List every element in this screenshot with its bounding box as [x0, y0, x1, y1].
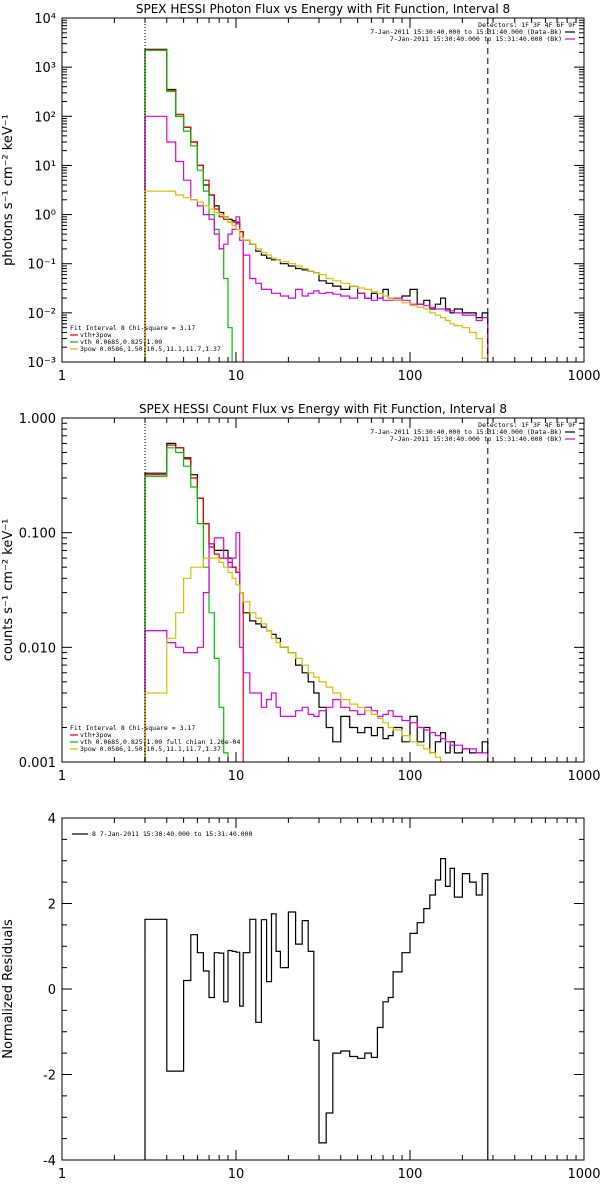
legend-bottom-entry: vth 0.0685,0.825,1.00 full chian 1.26e-0…: [80, 738, 241, 746]
series-line-3: [144, 49, 233, 362]
y-tick-label: 1.000: [19, 412, 56, 427]
y-tick-label: 0.010: [19, 641, 56, 656]
y-axis-label: Normalized Residuals: [1, 919, 16, 1059]
y-tick-label: 10⁻²: [27, 307, 56, 322]
y-tick-label: 10⁻³: [27, 356, 56, 371]
x-tick-label: 1000: [567, 1167, 600, 1182]
legend-bottom-header: Fit Interval 8 Chi-square = 3.17: [70, 324, 195, 332]
x-tick-label: 100: [398, 1167, 423, 1182]
y-tick-label: 10⁻¹: [27, 258, 56, 273]
plot-frame: [61, 417, 585, 763]
chart-panel-3: Normalized Residuals 1 10 100 1000 -4 -2 0 2 4 8 7…: [1, 812, 600, 1182]
y-tick-label: 10²: [34, 110, 56, 125]
y-axis-label: photons s⁻¹ cm⁻² keV⁻¹: [1, 114, 16, 266]
legend-top-line: 7-Jan-2011 15:30:40.000 to 15:31:40.000 …: [390, 435, 562, 443]
chart-title: SPEX HESSI Count Flux vs Energy with Fit…: [139, 402, 507, 416]
y-tick-label: -4: [43, 1154, 56, 1169]
series-line-5: [144, 557, 447, 762]
y-tick-label: -2: [43, 1069, 56, 1084]
legend-bottom-entry: vth+3pow: [80, 731, 111, 739]
x-tick-label: 1000: [567, 769, 600, 784]
legend-bottom-entry: 3pow 0.0586,1.50,10.5,11.1,11.7,1.37: [80, 345, 221, 353]
x-tick-label: 1: [58, 769, 66, 784]
y-tick-label: 10¹: [34, 159, 56, 174]
y-tick-label: 0.001: [19, 756, 56, 771]
y-axis-label: counts s⁻¹ cm⁻² keV⁻¹: [1, 519, 16, 662]
series-line-4: [144, 115, 489, 362]
x-tick-label: 1: [58, 1167, 66, 1182]
series-line-3: [144, 447, 229, 762]
plot-frame: [61, 817, 585, 1161]
x-tick-label: 1000: [567, 369, 600, 384]
series-group: [144, 442, 489, 762]
series-group: [144, 858, 489, 1160]
series-line-1: [144, 48, 489, 362]
legend-bottom-entry: vth+3pow: [80, 331, 111, 339]
series-line-5: [144, 190, 489, 362]
chart-title: SPEX HESSI Photon Flux vs Energy with Fi…: [136, 2, 510, 16]
legend-top-line: Detectors: 1F 3F 4F 6F 9F: [478, 21, 576, 29]
y-tick-label: 2: [48, 898, 56, 913]
series-line-4: [144, 532, 489, 762]
y-tick-label: 10³: [34, 61, 56, 76]
legend-bottom-entry: vth 0.0685,0.825,1.00: [80, 338, 162, 346]
series-line-1: [144, 858, 489, 1160]
x-tick-label: 100: [398, 369, 423, 384]
legend-top-line: 7-Jan-2011 15:30:40.000 to 15:31:40.000 …: [390, 35, 562, 43]
y-tick-label: 4: [48, 812, 56, 827]
y-tick-label: 10⁴: [34, 12, 56, 27]
x-tick-label: 10: [228, 769, 245, 784]
plot-frame: [61, 17, 585, 363]
y-tick-label: 10⁰: [34, 209, 56, 224]
chart-panel-1: SPEX HESSI Photon Flux vs Energy with Fi…: [1, 2, 600, 384]
legend-bottom-entry: 3pow 0.0586,1.50,10.5,11.1,11.7,1.37: [80, 745, 221, 753]
legend-top-left: 8 7-Jan-2011 15:30:40.000 to 15:31:40.00…: [92, 830, 253, 838]
x-tick-label: 1: [58, 369, 66, 384]
legend-bottom-header: Fit Interval 8 Chi-square = 3.17: [70, 724, 195, 732]
y-tick-label: 0.100: [19, 527, 56, 542]
series-group: [144, 48, 489, 362]
x-tick-label: 100: [398, 769, 423, 784]
x-tick-label: 10: [228, 369, 245, 384]
x-tick-label: 10: [228, 1167, 245, 1182]
legend-top-line: 7-Jan-2011 15:30:40.000 to 15:31:40.000 …: [370, 28, 562, 36]
chart-panel-2: SPEX HESSI Count Flux vs Energy with Fit…: [1, 402, 600, 784]
legend-top-line: 7-Jan-2011 15:30:40.000 to 15:31:40.000 …: [370, 428, 562, 436]
series-line-2: [144, 444, 244, 762]
legend-top-line: Detectors: 1F 3F 4F 6F 9F: [478, 421, 576, 429]
y-tick-label: 0: [48, 983, 56, 998]
